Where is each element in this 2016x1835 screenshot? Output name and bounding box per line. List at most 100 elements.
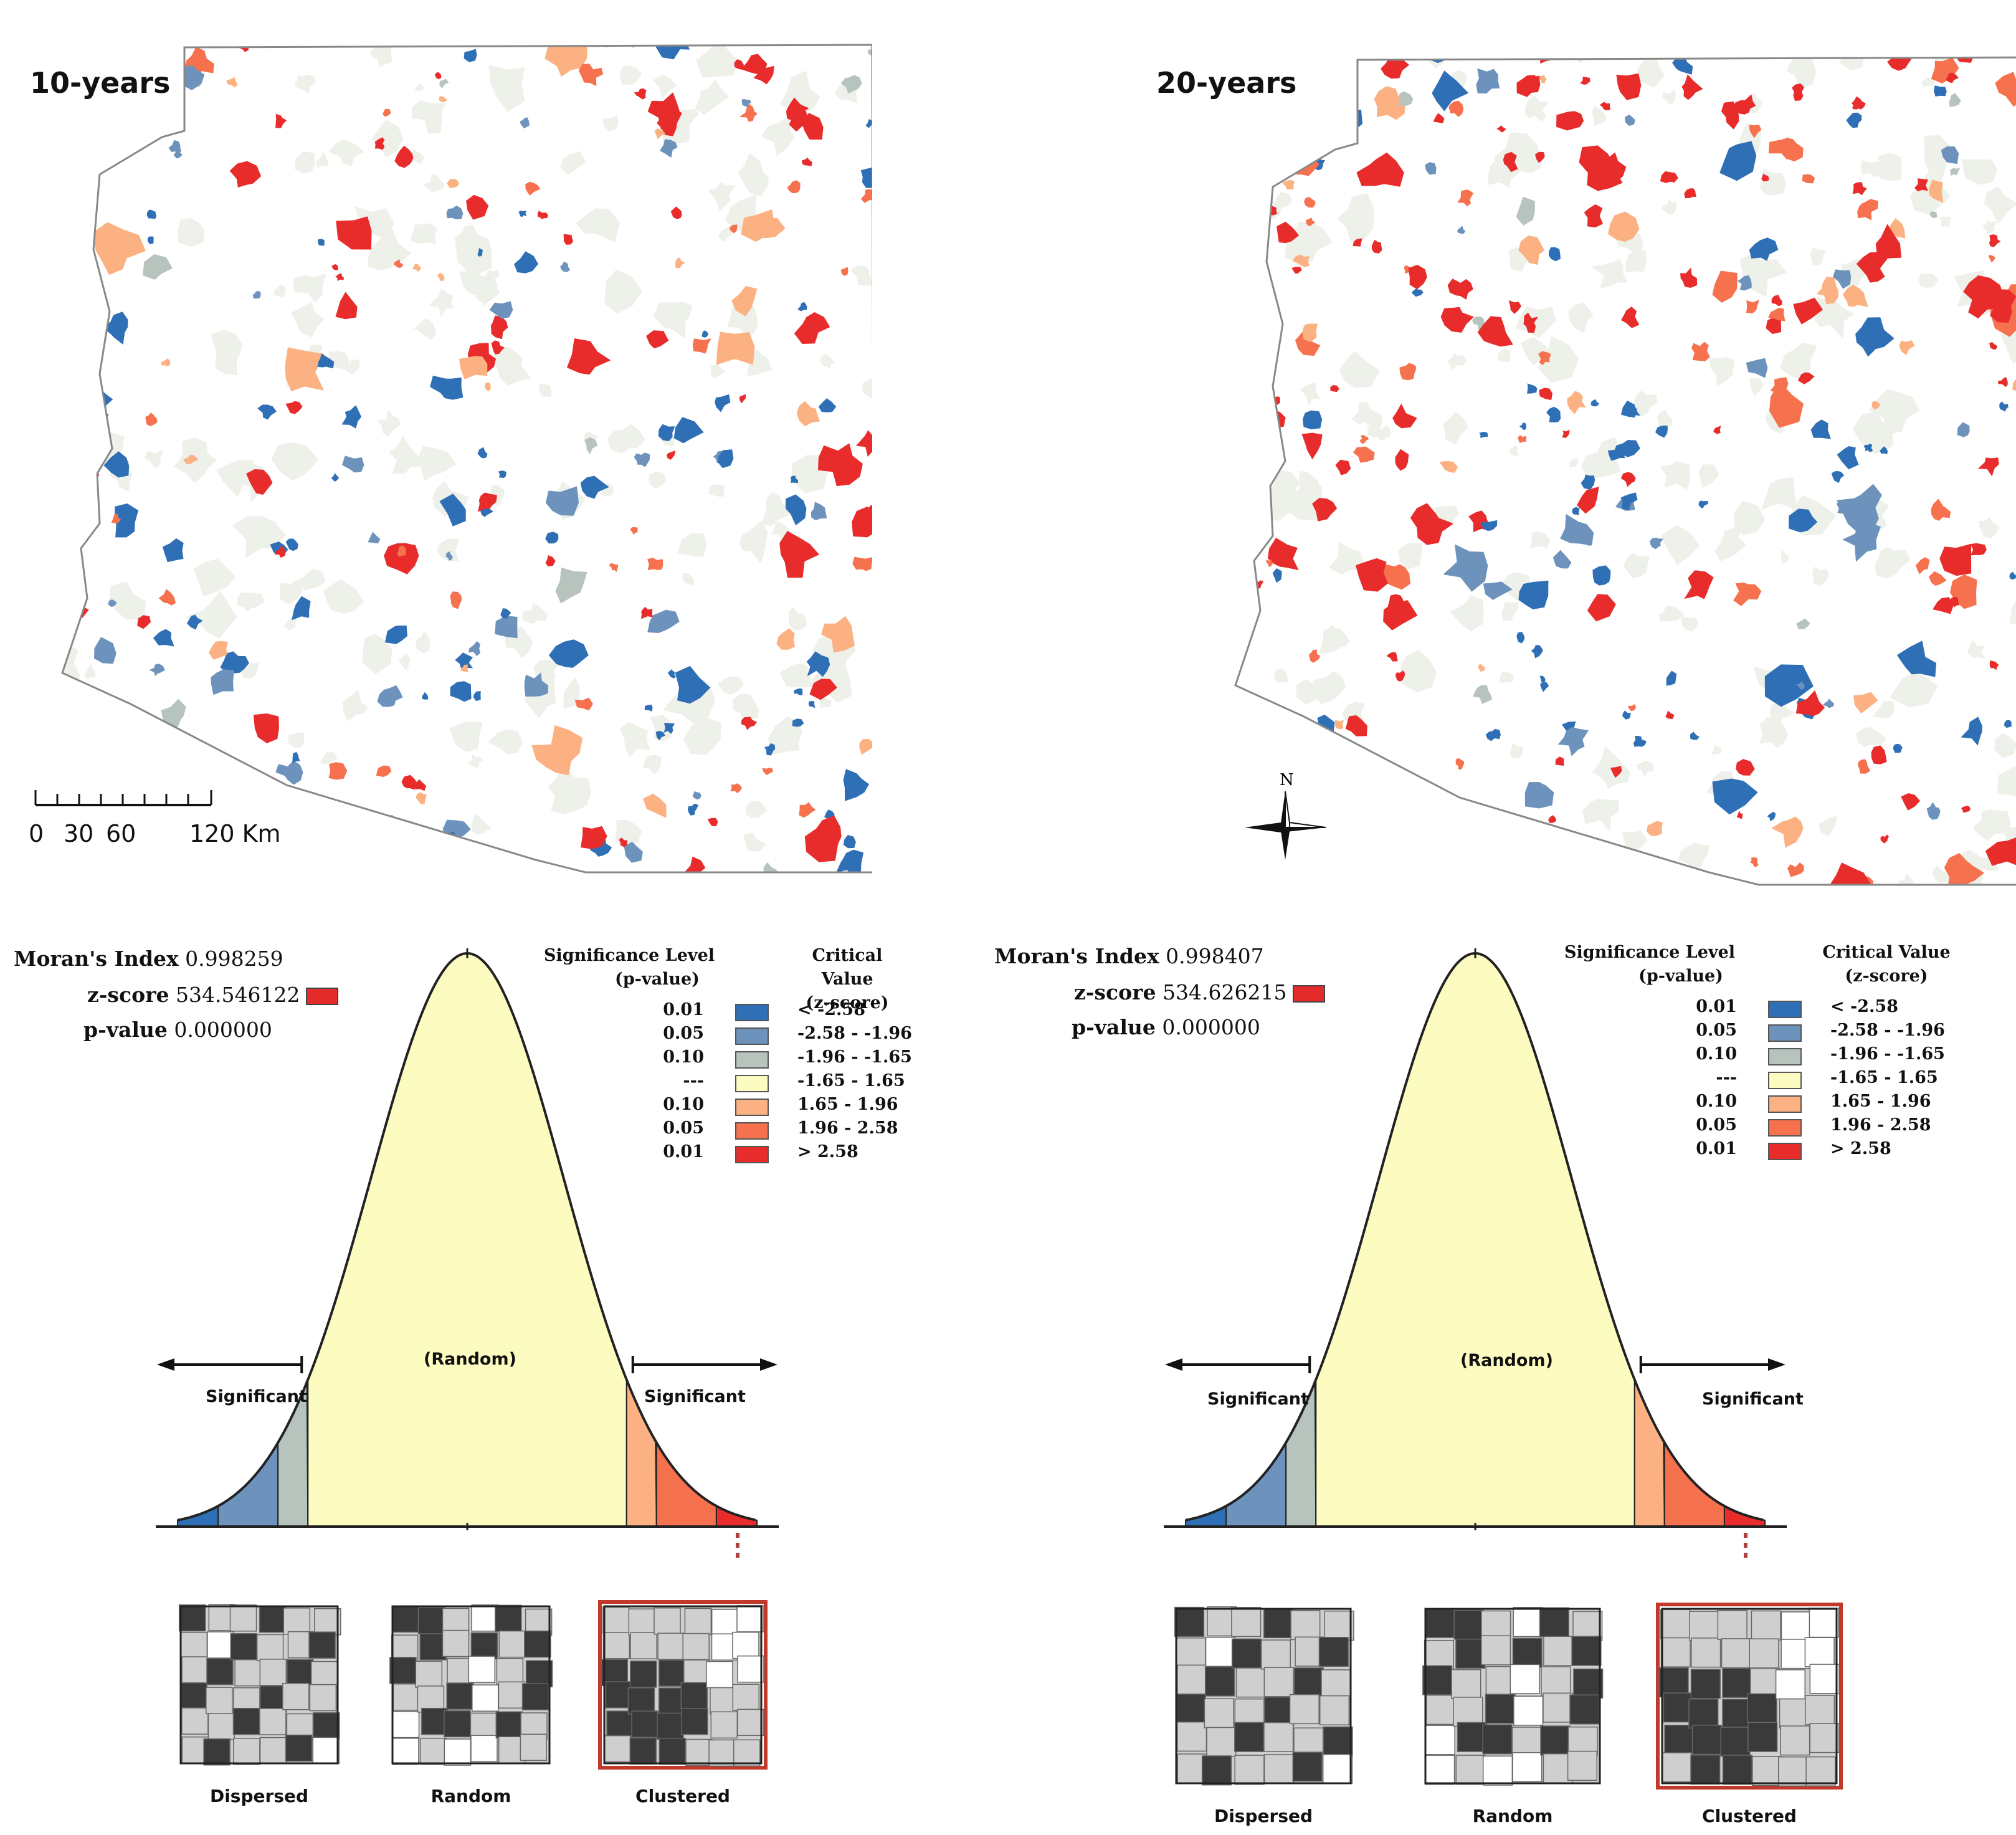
legend-p-value: 0.01 [1696,997,1737,1016]
z-score-header: (z-score) [1845,966,1928,986]
legend-p-value: --- [683,1071,704,1090]
legend-swatch [1768,1119,1802,1137]
map-title: 20-years [1156,66,1297,100]
legend-p-value: 0.05 [663,1118,704,1138]
hotspot-patches [1235,57,2016,885]
p-value-header: (p-value) [615,970,700,989]
thumb-label: Random [430,1786,511,1806]
legend-p-value: --- [1716,1068,1737,1087]
significant-left-label: Significant [206,1387,307,1406]
morans-index-label: Moran's Index [14,946,179,971]
thumb-clustered: Clustered [1655,1601,1844,1826]
legend-swatch [735,1099,769,1116]
legend-row: 0.10 -1.96 - -1.65 [1556,1044,1967,1068]
scale-bar [34,790,212,806]
legend-row: 0.10 -1.96 - -1.65 [523,1047,934,1071]
legend-swatch [735,1051,769,1069]
z-score-label: z-score [1074,980,1156,1004]
legend-row: --- -1.65 - 1.65 [1556,1068,1967,1092]
legend-z-range: 1.65 - 1.96 [797,1095,898,1114]
pattern-map-icon [178,1604,341,1766]
significance-header: Significance Level [543,946,715,965]
legend-swatch [1768,1143,1802,1160]
legend-row: 0.05 -2.58 - -1.96 [523,1024,934,1047]
legend-swatch [735,1004,769,1021]
legend-p-value: 0.10 [1696,1092,1737,1111]
legend-swatch [735,1146,769,1163]
hotspot-patches [62,45,872,872]
normal-distribution-curve [1164,948,1787,1558]
legend-z-range: -1.96 - -1.65 [797,1047,912,1067]
thumb-random: Random [1419,1603,1606,1826]
random-label: (Random) [1460,1351,1553,1370]
legend-row: --- -1.65 - 1.65 [523,1071,934,1095]
normal-distribution-curve [156,948,779,1558]
p-value-label: p-value [83,1018,168,1042]
thumb-dispersed: Dispersed [174,1600,344,1806]
thumb-label: Clustered [1702,1806,1797,1826]
thumb-clustered: Clustered [597,1599,769,1806]
p-value-label: p-value [1072,1015,1156,1039]
north-label: N [1280,771,1294,789]
critical-value-header: Critical Value [1822,943,1951,962]
legend-row: 0.10 1.65 - 1.96 [1556,1092,1967,1115]
legend-swatch [735,1075,769,1092]
scale-label-30: 30 [64,820,94,847]
thumb-dispersed: Dispersed [1170,1603,1357,1826]
scale-label-60: 60 [106,820,136,847]
legend-z-range: -2.58 - -1.96 [1830,1021,1945,1040]
legend-z-range: -1.65 - 1.65 [797,1071,905,1090]
legend-row: 0.01 > 2.58 [523,1142,934,1166]
north-arrow-icon: N [1245,771,1326,860]
legend-p-value: 0.01 [663,1000,704,1019]
legend-row: 0.05 -2.58 - -1.96 [1556,1021,1967,1044]
legend-z-range: 1.96 - 2.58 [797,1118,898,1138]
legend-row: 0.05 1.96 - 2.58 [1556,1115,1967,1139]
thumb-label: Clustered [635,1786,730,1806]
legend-swatch [1768,1072,1802,1089]
legend-row: 0.01 < -2.58 [1556,997,1967,1021]
panel-10-years: 10-years 0 30 60 120 Km Moran's Index 0.… [14,44,934,1806]
legend-p-value: 0.01 [663,1142,704,1161]
morans-index-value: 0.998407 [1166,944,1264,968]
pattern-map-icon [597,1599,769,1771]
legend-z-range: -1.65 - 1.65 [1830,1068,1938,1087]
p-value-value: 0.000000 [1162,1015,1260,1039]
thumb-label: Random [1472,1806,1553,1826]
z-score-swatch [1293,985,1326,1003]
thumb-random: Random [386,1600,556,1806]
legend-z-range: > 2.58 [797,1142,858,1161]
arizona-hotspot-map-10-years [61,44,872,874]
random-label: (Random) [424,1350,516,1369]
arizona-hotspot-map-20-years [1234,56,2016,886]
state-outline [1234,56,2016,886]
critical-value-header: Critical Value [812,946,883,989]
p-value-header: (p-value) [1638,966,1723,986]
legend-row: 0.05 1.96 - 2.58 [523,1118,934,1142]
legend-p-value: 0.10 [663,1047,704,1067]
state-outline [61,44,872,874]
legend-p-value: 0.05 [663,1024,704,1043]
legend-swatch [1768,1024,1802,1042]
legend-swatch [735,1122,769,1140]
legend-z-range: 1.65 - 1.96 [1830,1092,1931,1111]
z-score-label: z-score [87,983,169,1007]
legend-row: 0.10 1.65 - 1.96 [523,1095,934,1118]
morans-index-label: Moran's Index [994,944,1159,968]
significant-right-label: Significant [644,1387,746,1406]
legend-p-value: 0.10 [663,1095,704,1114]
panel-20-years: 20-years N Moran's Index 0.998407 z-scor… [994,0,2016,1835]
significant-right-label: Significant [1702,1389,1804,1409]
thumb-label: Dispersed [1214,1806,1313,1826]
legend-z-range: < -2.58 [1830,997,1898,1016]
legend-p-value: 0.01 [1696,1139,1737,1158]
legend-z-range: < -2.58 [797,1000,865,1019]
legend-p-value: 0.05 [1696,1021,1737,1040]
significant-left-label: Significant [1207,1389,1309,1409]
p-value-value: 0.000000 [174,1018,272,1042]
legend-row: 0.01 < -2.58 [523,1000,934,1024]
morans-index-value: 0.998259 [185,946,283,971]
legend-swatch [1768,1048,1802,1065]
pattern-map-icon [1422,1607,1604,1786]
legend-swatch [1768,1001,1802,1018]
